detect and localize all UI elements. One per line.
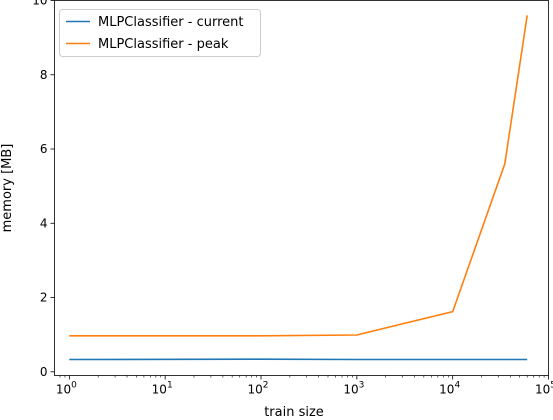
- y-tick-label: 8: [40, 68, 48, 82]
- x-tick-base: 10: [247, 383, 262, 397]
- x-tick-label: 103: [343, 381, 364, 397]
- x-tick-exponent: 0: [71, 381, 77, 391]
- series-lines: [69, 15, 528, 361]
- x-tick-label: 105: [535, 381, 553, 397]
- y-axis-ticks: 0 2 4 6 8 10: [32, 0, 55, 379]
- x-tick-exponent: 1: [167, 381, 173, 391]
- legend-entry-1: MLPClassifier - current: [98, 15, 244, 30]
- x-tick-base: 10: [535, 383, 550, 397]
- x-tick-exponent: 3: [359, 381, 365, 391]
- x-tick-label: 100: [56, 381, 77, 397]
- y-tick-label: 0: [40, 365, 48, 379]
- legend-entry-2: MLPClassifier - peak: [98, 37, 229, 52]
- y-tick-label: 4: [40, 216, 48, 230]
- x-tick-base: 10: [56, 383, 71, 397]
- x-tick-exponent: 2: [263, 381, 269, 391]
- legend: MLPClassifier - current MLPClassifier - p…: [59, 9, 261, 57]
- y-axis-label: memory [MB]: [0, 144, 15, 233]
- y-tick-label: 10: [32, 0, 47, 8]
- x-tick-exponent: 5: [550, 381, 553, 391]
- x-tick-base: 10: [343, 383, 358, 397]
- plot-frame: [54, 0, 549, 376]
- series-line-2: [69, 15, 528, 337]
- x-tick-label: 102: [247, 381, 268, 397]
- x-tick-base: 10: [439, 383, 454, 397]
- y-tick-label: 6: [40, 142, 48, 156]
- x-tick-label: 101: [152, 381, 173, 397]
- x-tick-label: 104: [439, 381, 460, 397]
- x-axis-label: train size: [264, 405, 324, 420]
- y-tick-label: 2: [40, 291, 48, 305]
- x-axis-ticks: 100101102103104105: [56, 375, 553, 397]
- x-tick-exponent: 4: [454, 381, 460, 391]
- legend-box: [59, 9, 261, 57]
- x-tick-base: 10: [152, 383, 167, 397]
